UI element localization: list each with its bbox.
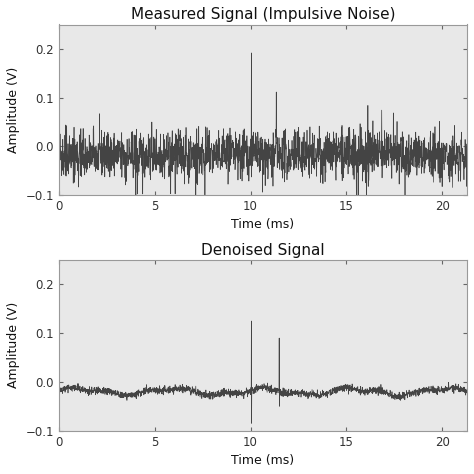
X-axis label: Time (ms): Time (ms): [231, 454, 294, 467]
Y-axis label: Amplitude (V): Amplitude (V): [7, 67, 20, 153]
Y-axis label: Amplitude (V): Amplitude (V): [7, 302, 20, 389]
X-axis label: Time (ms): Time (ms): [231, 219, 294, 231]
Title: Denoised Signal: Denoised Signal: [201, 243, 325, 257]
Title: Measured Signal (Impulsive Noise): Measured Signal (Impulsive Noise): [131, 7, 395, 22]
